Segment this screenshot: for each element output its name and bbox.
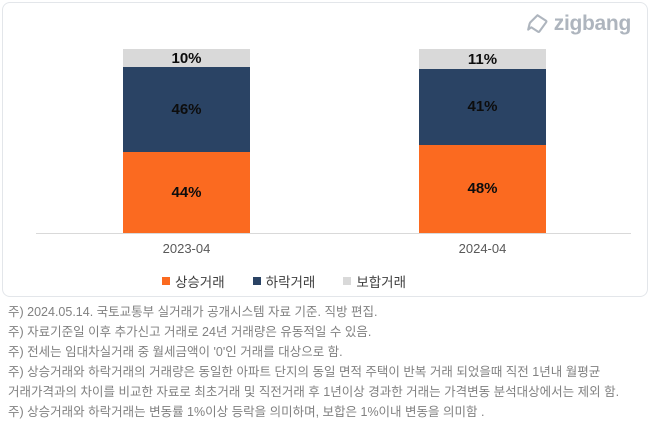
legend-label: 상승거래 bbox=[174, 275, 225, 290]
note-line: 주) 전세는 임대차실거래 중 월세금액이 '0'인 거래를 대상으로 함. bbox=[8, 345, 343, 359]
bar-segment-2023-04: 10% bbox=[123, 49, 250, 68]
note-line: 주) 상승거래와 하락거래는 변동률 1%이상 등락을 의미하며, 보합은 1%… bbox=[8, 405, 485, 419]
bar-value-label: 11% bbox=[467, 50, 498, 68]
bar-segment-2024-04: 48% bbox=[419, 144, 546, 233]
category-label: 2023-04 bbox=[162, 241, 211, 256]
legend-item: 보합거래 bbox=[343, 271, 406, 291]
notes: 주) 2024.05.14. 국토교통부 실거래가 공개시스템 자료 기준. 직… bbox=[8, 302, 648, 422]
legend: 상승거래 하락거래 보합거래 bbox=[3, 271, 565, 291]
bar-value-label: 44% bbox=[171, 183, 202, 201]
stacked-bar-2024-04: 11% 41% 48% bbox=[419, 49, 546, 233]
bar-segment-2024-04: 41% bbox=[419, 69, 546, 145]
zigbang-logo-icon bbox=[525, 12, 549, 36]
note-line: 주) 자료기준일 이후 추가신고 거래로 24년 거래량은 유동적일 수 있음. bbox=[8, 325, 372, 339]
note-line: 주) 2024.05.14. 국토교통부 실거래가 공개시스템 자료 기준. 직… bbox=[8, 305, 378, 319]
zigbang-logo-text: zigbang bbox=[553, 12, 632, 35]
zigbang-logo: zigbang bbox=[525, 11, 631, 37]
legend-label: 보합거래 bbox=[356, 275, 407, 290]
legend-item: 하락거래 bbox=[252, 271, 316, 291]
legend-label: 하락거래 bbox=[265, 275, 316, 290]
note-line: 주) 상승거래와 하락거래의 거래량은 동일한 아파트 단지의 동일 면적 주택… bbox=[8, 365, 601, 379]
stacked-bar-2023-04: 10% 46% 44% bbox=[123, 49, 250, 233]
legend-swatch bbox=[252, 277, 261, 285]
note-line: 거래가격과의 차이를 비교한 자료로 최초거래 및 직전거래 후 1년이상 경과… bbox=[8, 385, 620, 399]
bar-segment-2024-04: 11% bbox=[419, 49, 546, 70]
category-label: 2024-04 bbox=[458, 241, 507, 256]
bar-value-label: 41% bbox=[467, 98, 498, 116]
x-axis-line bbox=[36, 233, 631, 234]
bar-value-label: 48% bbox=[467, 180, 498, 198]
legend-swatch bbox=[343, 277, 352, 285]
bar-value-label: 10% bbox=[171, 49, 202, 67]
legend-item: 상승거래 bbox=[161, 271, 225, 291]
bar-segment-2023-04: 44% bbox=[123, 152, 250, 233]
legend-swatch bbox=[161, 277, 170, 285]
bar-value-label: 46% bbox=[171, 101, 202, 119]
bar-segment-2023-04: 46% bbox=[123, 67, 250, 153]
chart-frame: zigbang 10% 46% 44% 11% 41% 48% 2023-04 2024… bbox=[2, 2, 648, 297]
